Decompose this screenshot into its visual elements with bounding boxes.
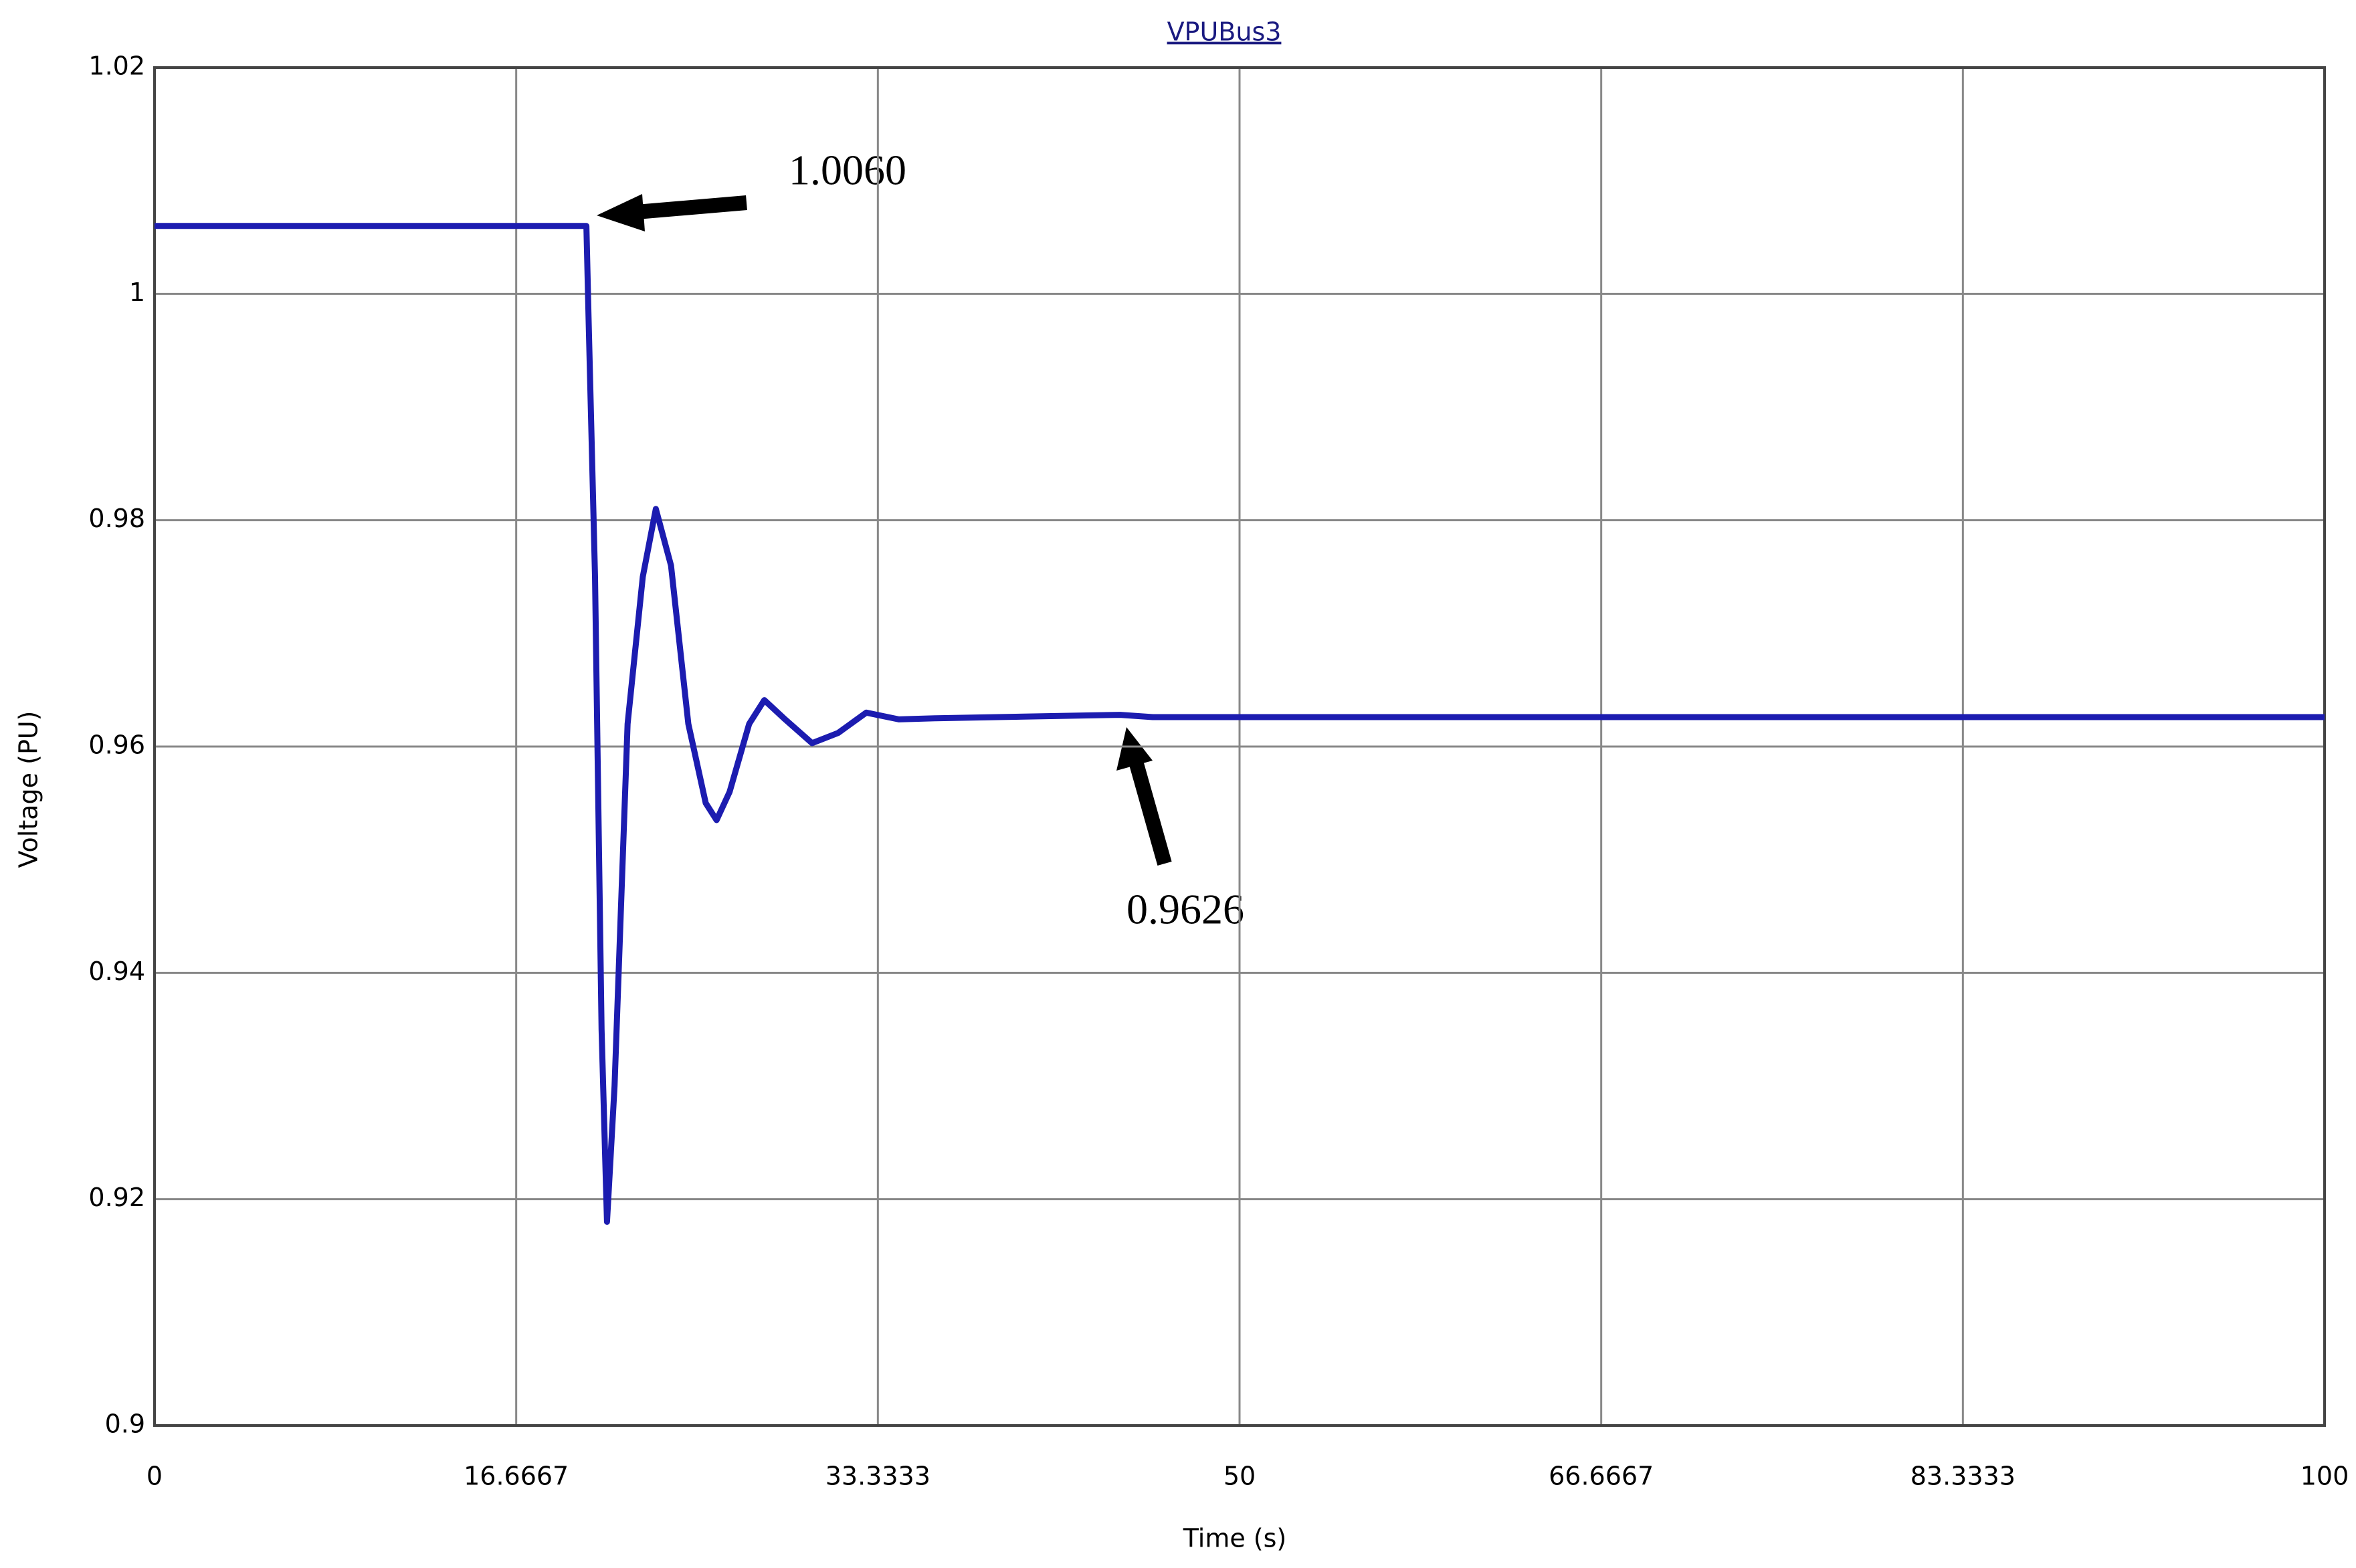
x-tick-label: 66.6667: [1549, 1462, 1654, 1491]
y-tick-label: 0.92: [88, 1183, 145, 1212]
x-tick-label: 0: [146, 1462, 163, 1491]
x-axis-label: Time (s): [1183, 1524, 1287, 1553]
y-tick-label: 0.96: [88, 730, 145, 760]
plot-frame: [153, 66, 2326, 1427]
chart-title: VPUBus3: [1167, 17, 1282, 47]
y-tick-label: 0.9: [105, 1409, 145, 1439]
x-tick-label: 50: [1223, 1462, 1256, 1491]
x-tick-label: 33.3333: [825, 1462, 930, 1491]
x-tick-label: 100: [2300, 1462, 2349, 1491]
y-tick-label: 0.94: [88, 957, 145, 986]
y-tick-label: 1: [129, 278, 145, 307]
x-tick-label: 83.3333: [1910, 1462, 2016, 1491]
annotation: 0.9626: [1126, 886, 1244, 933]
y-tick-label: 0.98: [88, 504, 145, 533]
x-tick-label: 16.6667: [464, 1462, 569, 1491]
y-tick-label: 1.02: [88, 52, 145, 81]
data-line: [155, 223, 2325, 1225]
arrow: [1116, 727, 1172, 866]
annotation: 1.0060: [789, 146, 906, 194]
arrow: [597, 194, 747, 231]
y-axis-label: Voltage (PU): [14, 711, 43, 868]
